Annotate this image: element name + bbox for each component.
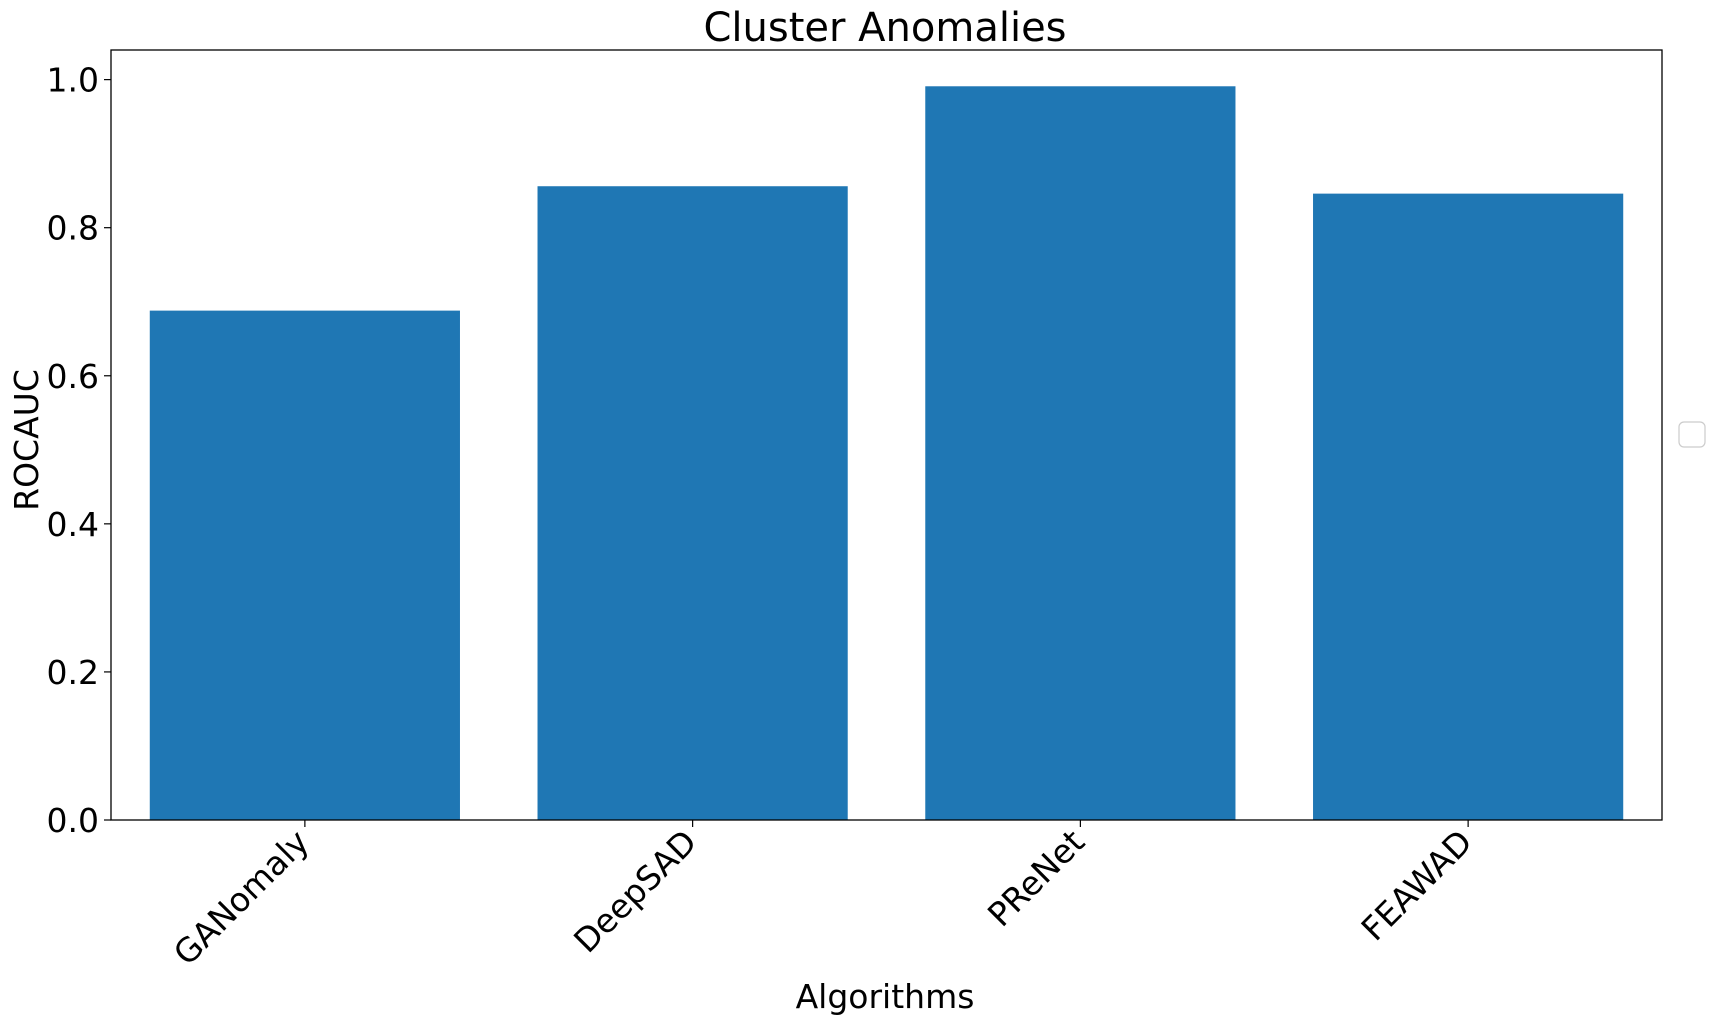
y-axis-ticks: 0.0 0.2 0.4 0.6 0.8 1.0 [47, 61, 111, 840]
bars-group [149, 86, 1624, 821]
y-tick-label: 0.2 [47, 653, 99, 692]
legend-box [1678, 421, 1706, 448]
bar-prenet [925, 86, 1236, 820]
y-tick-label: 0.8 [47, 209, 99, 248]
y-axis-label: ROCAUC [7, 369, 46, 511]
bar-ganomaly [149, 310, 460, 820]
x-tick-label: FEAWAD [1354, 822, 1480, 948]
chart-title: Cluster Anomalies [703, 5, 1066, 51]
plot-area-frame [110, 49, 1663, 821]
x-axis-ticks: GANomaly DeepSAD PReNet FEAWAD [166, 820, 1480, 973]
x-tick-label: GANomaly [166, 822, 317, 973]
x-axis-label: Algorithms [796, 977, 975, 1016]
bar-deepsad [537, 186, 848, 821]
x-tick-label: DeepSAD [566, 822, 704, 960]
y-tick-label: 1.0 [47, 61, 99, 100]
y-tick-label: 0.4 [47, 505, 99, 544]
y-tick-label: 0.6 [47, 357, 99, 396]
x-tick-label: PReNet [980, 822, 1092, 934]
y-tick-label: 0.0 [47, 801, 99, 840]
bar-feawad [1313, 193, 1624, 820]
